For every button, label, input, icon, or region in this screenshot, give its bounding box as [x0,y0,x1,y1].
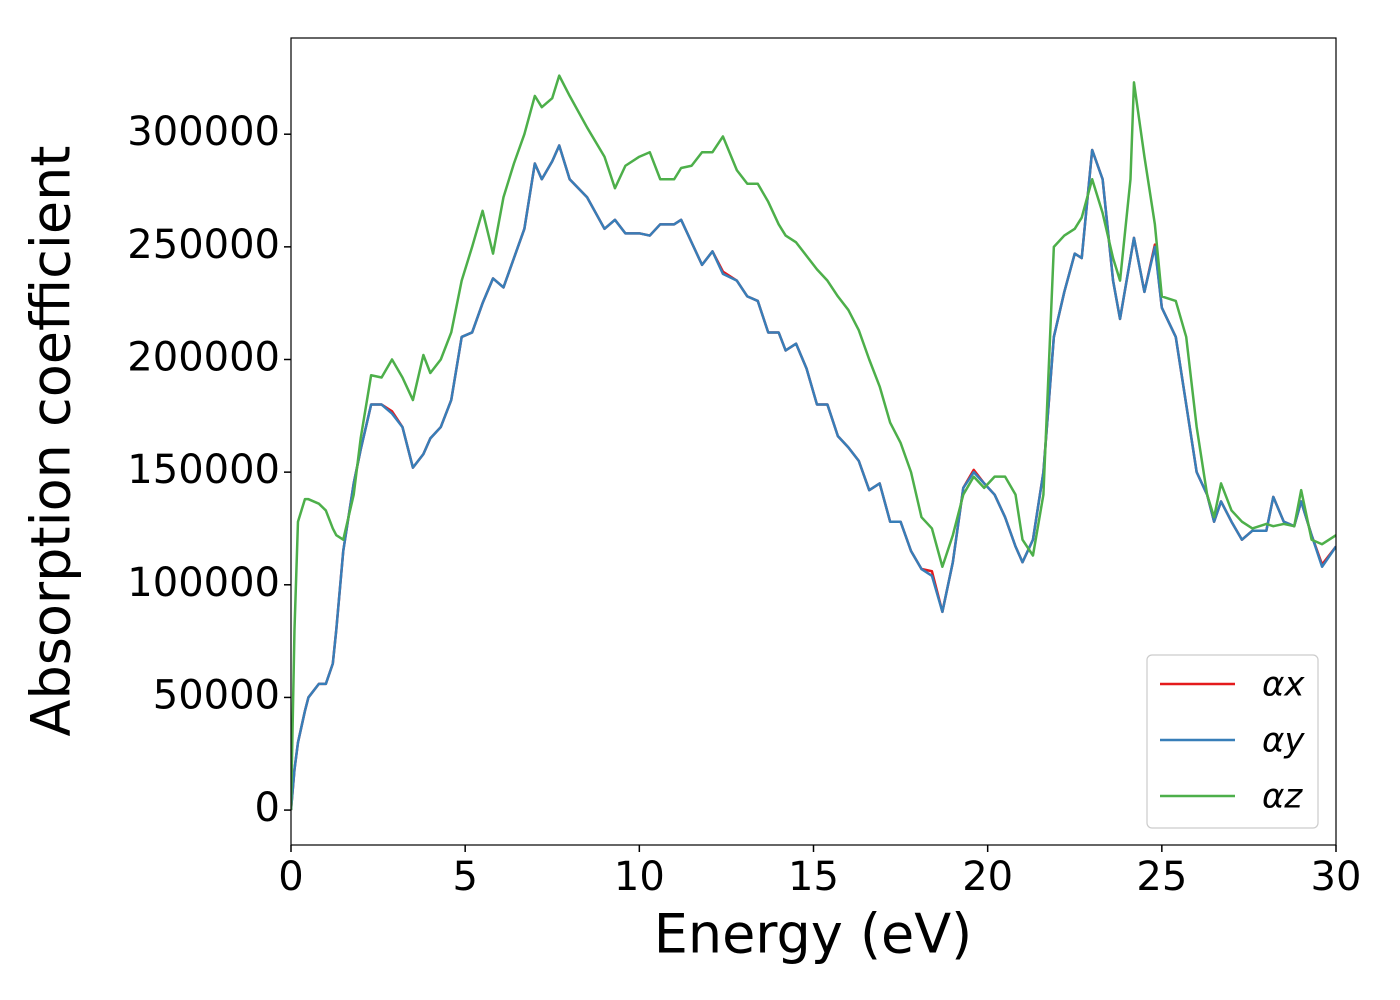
x-tick-label: 20 [962,854,1013,900]
x-tick-label: 15 [788,854,839,900]
legend-box [1146,654,1319,829]
y-tick-label: 200000 [127,334,280,380]
x-axis-label: Energy (eV) [654,903,973,966]
x-tick-label: 10 [614,854,665,900]
y-tick-label: 50000 [153,672,280,718]
legend-label: αy [1262,721,1305,761]
plot-frame [290,37,1337,846]
line [291,144,1336,811]
y-axis-label: Absorption coefficient [20,146,83,737]
x-tick-label: 0 [278,854,303,900]
line [291,74,1336,811]
legend-label: αx [1262,665,1305,705]
y-tick-label: 100000 [127,560,280,606]
x-tick-label: 30 [1311,854,1362,900]
y-tick-label: 300000 [127,109,280,155]
y-tick-label: 250000 [127,222,280,268]
x-tick-label: 25 [1136,854,1187,900]
y-tick-label: 150000 [127,447,280,493]
x-tick-label: 5 [452,854,477,900]
y-tick-label: 0 [255,785,280,831]
legend-label: αz [1262,777,1303,817]
